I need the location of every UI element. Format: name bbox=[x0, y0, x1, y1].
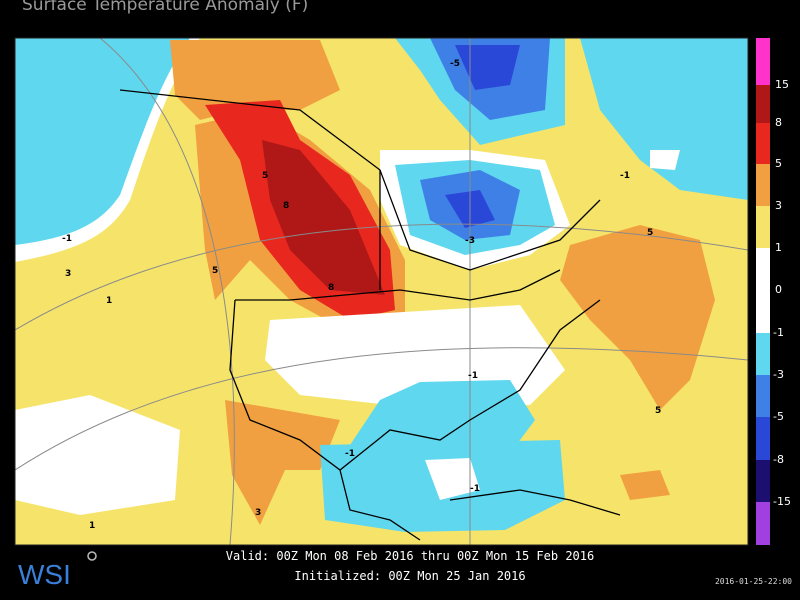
contour-label: -1 bbox=[345, 449, 355, 459]
legend-label: 0 bbox=[775, 283, 782, 296]
contour-label: 5 bbox=[647, 228, 653, 238]
contour-label: 3 bbox=[255, 508, 261, 518]
anomaly-very-hot bbox=[262, 140, 385, 295]
color-swatch bbox=[756, 333, 770, 375]
color-swatch bbox=[756, 85, 770, 123]
anomaly-cool bbox=[580, 38, 748, 200]
legend-label: -3 bbox=[773, 368, 784, 381]
contour-label: -1 bbox=[620, 171, 630, 181]
legend-label: 1 bbox=[775, 241, 782, 254]
color-swatch bbox=[756, 206, 770, 248]
contour-label: 1 bbox=[89, 521, 95, 531]
borders bbox=[119, 89, 621, 541]
legend-label: 8 bbox=[775, 116, 782, 129]
contour-label: -1 bbox=[470, 484, 480, 494]
legend-label: -15 bbox=[773, 495, 791, 508]
valid-time: Valid: 00Z Mon 08 Feb 2016 thru 00Z Mon … bbox=[226, 549, 594, 563]
anomaly-warm bbox=[620, 470, 670, 500]
anomaly-neutral bbox=[15, 395, 180, 515]
graticule bbox=[15, 38, 748, 545]
color-swatch bbox=[756, 38, 770, 85]
legend-label: -5 bbox=[773, 410, 784, 423]
anomaly-neutral bbox=[650, 150, 680, 170]
anomaly-very-cold bbox=[455, 45, 520, 90]
legend-label: 5 bbox=[775, 157, 782, 170]
color-swatch bbox=[756, 123, 770, 164]
anomaly-cool bbox=[15, 38, 190, 245]
contour-label: 5 bbox=[212, 266, 218, 276]
contour-label: 8 bbox=[328, 283, 334, 293]
contour-label: -1 bbox=[62, 234, 72, 244]
contour-label: 3 bbox=[65, 269, 71, 279]
contour-label: 5 bbox=[262, 171, 268, 181]
map: -1 3 1 5 8 8 5 -5 -3 -1 5 5 -1 -1 3 1 -1 bbox=[14, 37, 749, 546]
contour-label: 8 bbox=[283, 201, 289, 211]
footer: WSI Valid: 00Z Mon 08 Feb 2016 thru 00Z … bbox=[18, 549, 792, 590]
anomaly-neutral bbox=[265, 305, 565, 405]
init-time: Initialized: 00Z Mon 25 Jan 2016 bbox=[294, 569, 525, 583]
contour-label: -3 bbox=[465, 236, 475, 246]
contour-label: 1 bbox=[106, 296, 112, 306]
color-swatch bbox=[756, 502, 770, 545]
anomaly-neutral bbox=[425, 458, 480, 500]
color-swatch bbox=[756, 375, 770, 417]
contour-label: -5 bbox=[450, 59, 460, 69]
color-swatch bbox=[756, 248, 770, 333]
logo: WSI bbox=[18, 559, 71, 590]
color-swatch bbox=[756, 460, 770, 502]
legend-label: -8 bbox=[773, 453, 784, 466]
anomaly-warm bbox=[560, 225, 715, 410]
title: Surface Temperature Anomaly (F) bbox=[22, 0, 308, 15]
legend-label: -1 bbox=[773, 326, 784, 339]
anomaly-warm bbox=[225, 400, 340, 525]
legend-label: 3 bbox=[775, 199, 782, 212]
contour-label: 5 bbox=[655, 406, 661, 416]
contour-labels: -1 3 1 5 8 8 5 -5 -3 -1 5 5 -1 -1 3 1 -1 bbox=[62, 59, 661, 531]
color-swatch bbox=[756, 164, 770, 206]
logo-mark bbox=[87, 551, 97, 561]
color-swatch bbox=[756, 417, 770, 460]
timestamp: 2016-01-25-22:00 bbox=[715, 577, 792, 586]
contour-label: -1 bbox=[468, 371, 478, 381]
color-bar: 15 8 5 3 1 0 -1 -3 -5 -8 -15 bbox=[756, 38, 791, 545]
legend-label: 15 bbox=[775, 78, 789, 91]
map-frame bbox=[14, 37, 749, 546]
